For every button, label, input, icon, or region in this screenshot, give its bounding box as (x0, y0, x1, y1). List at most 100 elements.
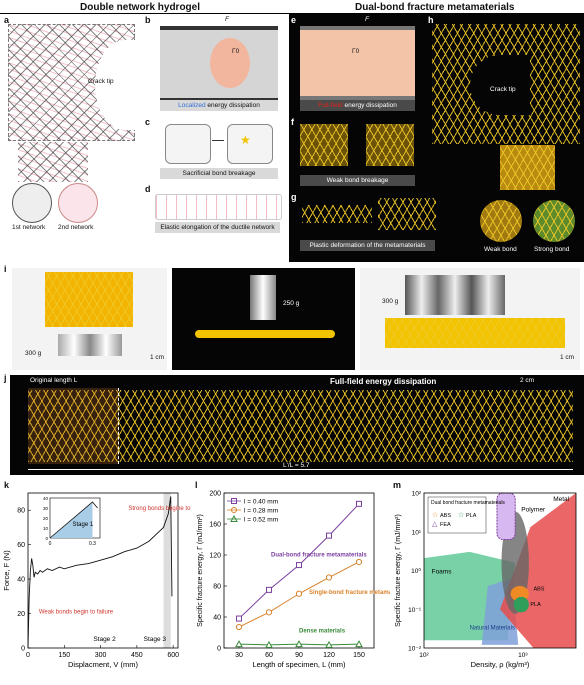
weak-bond-circle (480, 200, 522, 242)
top-divider (0, 13, 584, 14)
x-tick-label: 60 (265, 652, 273, 659)
dual-annotation: Dual-bond fracture metamaterials (271, 553, 367, 559)
panel-f-before (300, 124, 348, 166)
x-tick-label: 0 (26, 652, 30, 659)
panel-label-k: k (4, 480, 10, 490)
plot-frame (27, 492, 179, 649)
panel-b-caption-colored: Localized (178, 102, 206, 109)
network2-label: 2nd network (58, 224, 94, 231)
x-tick-label: 10³ (518, 652, 528, 659)
network1-label: 1st network (12, 224, 46, 231)
header-left: Double network hydrogel (80, 2, 201, 13)
data-point (235, 640, 243, 648)
pla-label: PLA (530, 602, 541, 608)
panel-i-weight-2 (250, 275, 276, 320)
legend-label: l = 0.40 mm (244, 499, 278, 506)
star-icon: ★ (240, 133, 251, 147)
y-tick-label: 60 (17, 542, 25, 549)
strong-annotation: Strong bonds begine to failure (128, 506, 192, 512)
x-tick-label: 90 (295, 652, 303, 659)
dense-annotation: Dense materials (299, 629, 346, 635)
x-tick-label: 120 (323, 652, 335, 659)
panel-a-crack-tip: Crack tip (88, 78, 114, 85)
polymer-label: Polymer (521, 507, 546, 514)
inset-curve (49, 501, 98, 539)
legend-label: l = 0.52 mm (244, 517, 278, 524)
inset-ytick: 20 (43, 516, 49, 521)
inset-xtick: 0.3 (89, 541, 96, 547)
natural-label: Natural Materials (470, 625, 515, 631)
panel-j-ratio: L'/L = 5.7 (280, 462, 313, 469)
panel-label-b: b (145, 15, 151, 25)
y-tick-label: 10⁻² (408, 646, 422, 653)
panel-label-i: i (4, 264, 7, 274)
panel-i-mass-1: 300 g (25, 350, 42, 357)
data-point (236, 615, 242, 622)
data-point (295, 590, 303, 597)
data-point (235, 623, 243, 631)
panel-label-m: m (393, 480, 402, 490)
y-tick-label: 40 (213, 615, 221, 622)
x-tick-label: 300 (95, 652, 107, 659)
panel-e-caption: Full-field energy dissipation (300, 100, 415, 111)
panel-e-gamma: Γ0 (352, 48, 360, 55)
y-tick-label: 200 (209, 491, 221, 498)
data-point (296, 562, 302, 569)
inset-label: Stage 1 (73, 522, 94, 528)
panel-j-title: Full-field energy dissipation (330, 377, 437, 386)
panel-f-caption: Weak bond breakage (300, 175, 415, 186)
inset-ytick: 0 (45, 536, 48, 541)
panel-i-mass-3: 300 g (382, 298, 399, 305)
panel-j-original-length: Original length L (30, 377, 78, 384)
legend-label: FEA (440, 522, 451, 528)
header-right: Dual-bond fracture metamaterials (355, 2, 515, 13)
y-tick-label: 80 (17, 508, 25, 515)
panel-f-after (366, 124, 414, 166)
y-tick-label: 0 (21, 646, 25, 653)
panel-h-crack (470, 55, 530, 115)
panel-c-before (165, 124, 211, 164)
panel-e-force: F (365, 16, 369, 23)
foams-label: Foams (432, 569, 453, 576)
x-tick-label: 600 (167, 652, 179, 659)
data-point (326, 532, 332, 539)
stage2-label: Stage 2 (93, 636, 116, 643)
panel-a-crack (95, 40, 155, 130)
inset-ytick: 30 (43, 506, 49, 511)
panel-label-l: l (195, 480, 198, 490)
panel-j-scale: 2 cm (520, 377, 535, 384)
x-tick-label: 450 (131, 652, 143, 659)
data-point (355, 558, 363, 566)
panel-i-sample-3 (385, 318, 565, 348)
metal-label: Metal (553, 496, 569, 503)
y-tick-label: 10⁰ (411, 567, 421, 575)
panel-a-network-lower (18, 142, 88, 182)
weak-annotation: Weak bonds begin to failure (39, 610, 114, 616)
panel-g-before (302, 205, 372, 223)
panel-c-arrow (212, 140, 224, 141)
pla-region (513, 596, 529, 613)
plot-frame (423, 492, 577, 649)
x-axis-label: Length of specimen, L (mm) (252, 660, 346, 669)
panel-j-original-box (28, 388, 119, 464)
weak-bond-label: Weak bond (484, 246, 517, 253)
inset-ytick: 40 (43, 496, 49, 501)
panel-b-caption: Localized energy dissipation (160, 100, 278, 111)
strong-bond-label: Strong bond (534, 246, 570, 253)
panel-i-scale-1: 1 cm (150, 354, 165, 361)
y-tick-label: 40 (17, 577, 25, 584)
y-tick-label: 120 (209, 553, 221, 560)
y-axis-label: Specific fracture energy, Γ (mJ/mm²) (197, 514, 204, 627)
inset-ytick: 10 (43, 526, 49, 531)
stage3-label: Stage 3 (144, 636, 167, 643)
x-axis-label: Density, ρ (kg/m³) (471, 660, 530, 669)
panel-b-caption-rest: energy dissipation (205, 102, 260, 109)
panel-i-mass-2: 250 g (283, 300, 300, 307)
panel-g-caption: Plastic deformation of the metamaterials (300, 240, 435, 251)
panel-b-gamma: Γ0 (232, 48, 240, 55)
panel-i-weights-3 (405, 275, 505, 315)
panel-h-crack-tip: Crack tip (490, 86, 516, 93)
stage3-band (163, 493, 171, 648)
chart-m: 10⁻² 10⁻¹ 10⁰ 10¹ 10² 10² 10³ Metal Polymer Foams… (395, 491, 577, 669)
